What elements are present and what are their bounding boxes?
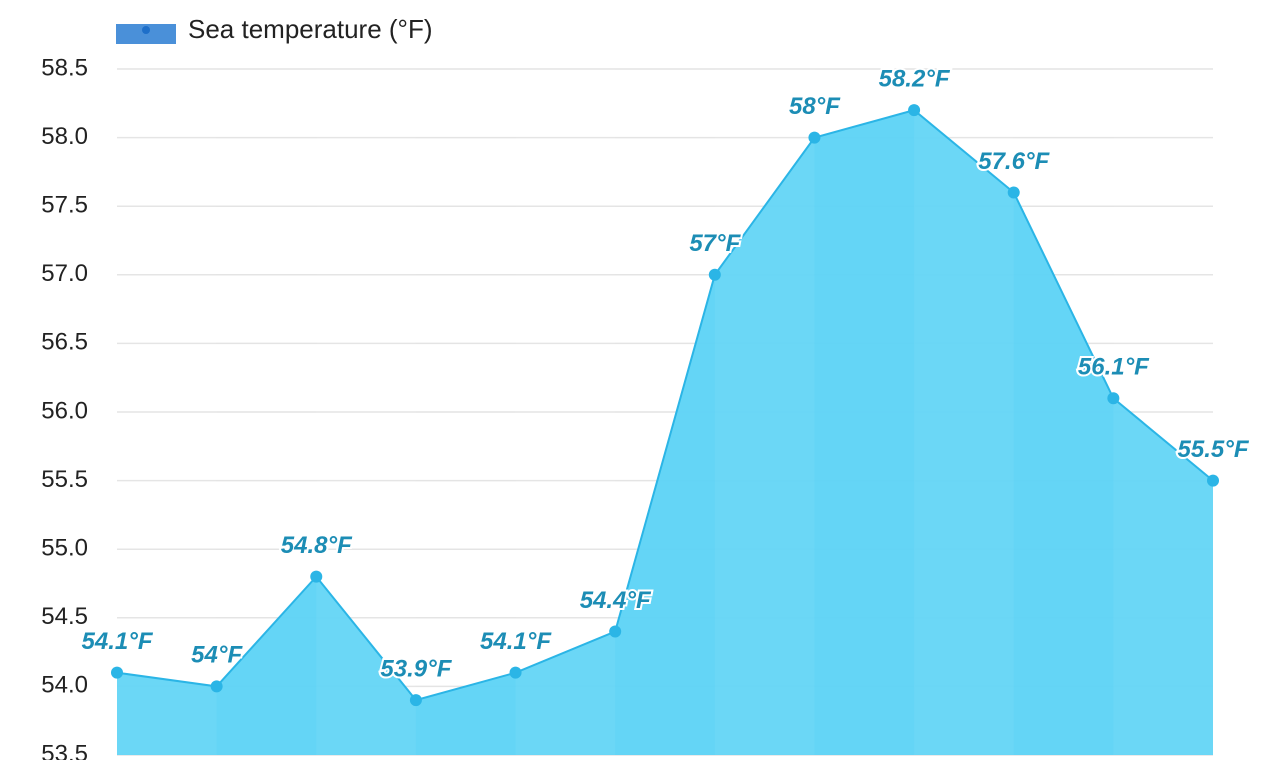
value-label: 54.8°F (281, 532, 353, 559)
band-shade (316, 69, 416, 755)
value-label: 55.5°F (1178, 436, 1250, 463)
legend-marker (142, 26, 150, 34)
y-tick-label: 55.0 (41, 535, 88, 562)
band-shade (1113, 69, 1213, 755)
y-tick-label: 56.5 (41, 329, 88, 356)
line (116, 109, 1214, 702)
band-shade (117, 69, 217, 755)
point (1107, 392, 1120, 405)
point (808, 131, 821, 144)
value-label: 57°F (689, 230, 741, 257)
value-label: 58°F (789, 93, 841, 120)
band-shade (914, 69, 1014, 755)
value-label: 54.1°F (480, 628, 552, 655)
value-label: 53.9°F (380, 655, 452, 682)
point (310, 570, 323, 583)
point (111, 666, 123, 679)
y-tick-label: 54.0 (41, 672, 88, 699)
band-shade (515, 69, 616, 755)
y-tick-label: 53.5 (41, 740, 88, 760)
value-label: 58.2°F (879, 66, 951, 93)
value-label: 57.6°F (978, 148, 1050, 175)
y-tick-label: 57.0 (41, 260, 88, 287)
y-tick-label: 58.0 (41, 123, 88, 150)
point (509, 666, 522, 679)
point (409, 694, 422, 707)
value-label: 54.1°F (82, 628, 154, 655)
point (1007, 186, 1020, 199)
point (908, 104, 921, 117)
legend-label: Sea temperature (°F) (188, 14, 433, 44)
value-label: 56.1°F (1078, 354, 1150, 381)
y-tick-label: 58.5 (41, 54, 88, 81)
y-tick-label: 57.5 (41, 192, 88, 219)
point (1207, 474, 1219, 487)
area (117, 110, 1213, 755)
y-tick-label: 56.0 (41, 397, 88, 424)
point (210, 680, 223, 693)
band-shade (714, 69, 815, 755)
value-label: 54.4°F (580, 587, 652, 614)
point (609, 625, 622, 638)
y-tick-label: 54.5 (41, 603, 88, 630)
point (708, 268, 721, 281)
y-tick-label: 55.5 (41, 466, 88, 493)
value-label: 54°F (191, 642, 243, 669)
